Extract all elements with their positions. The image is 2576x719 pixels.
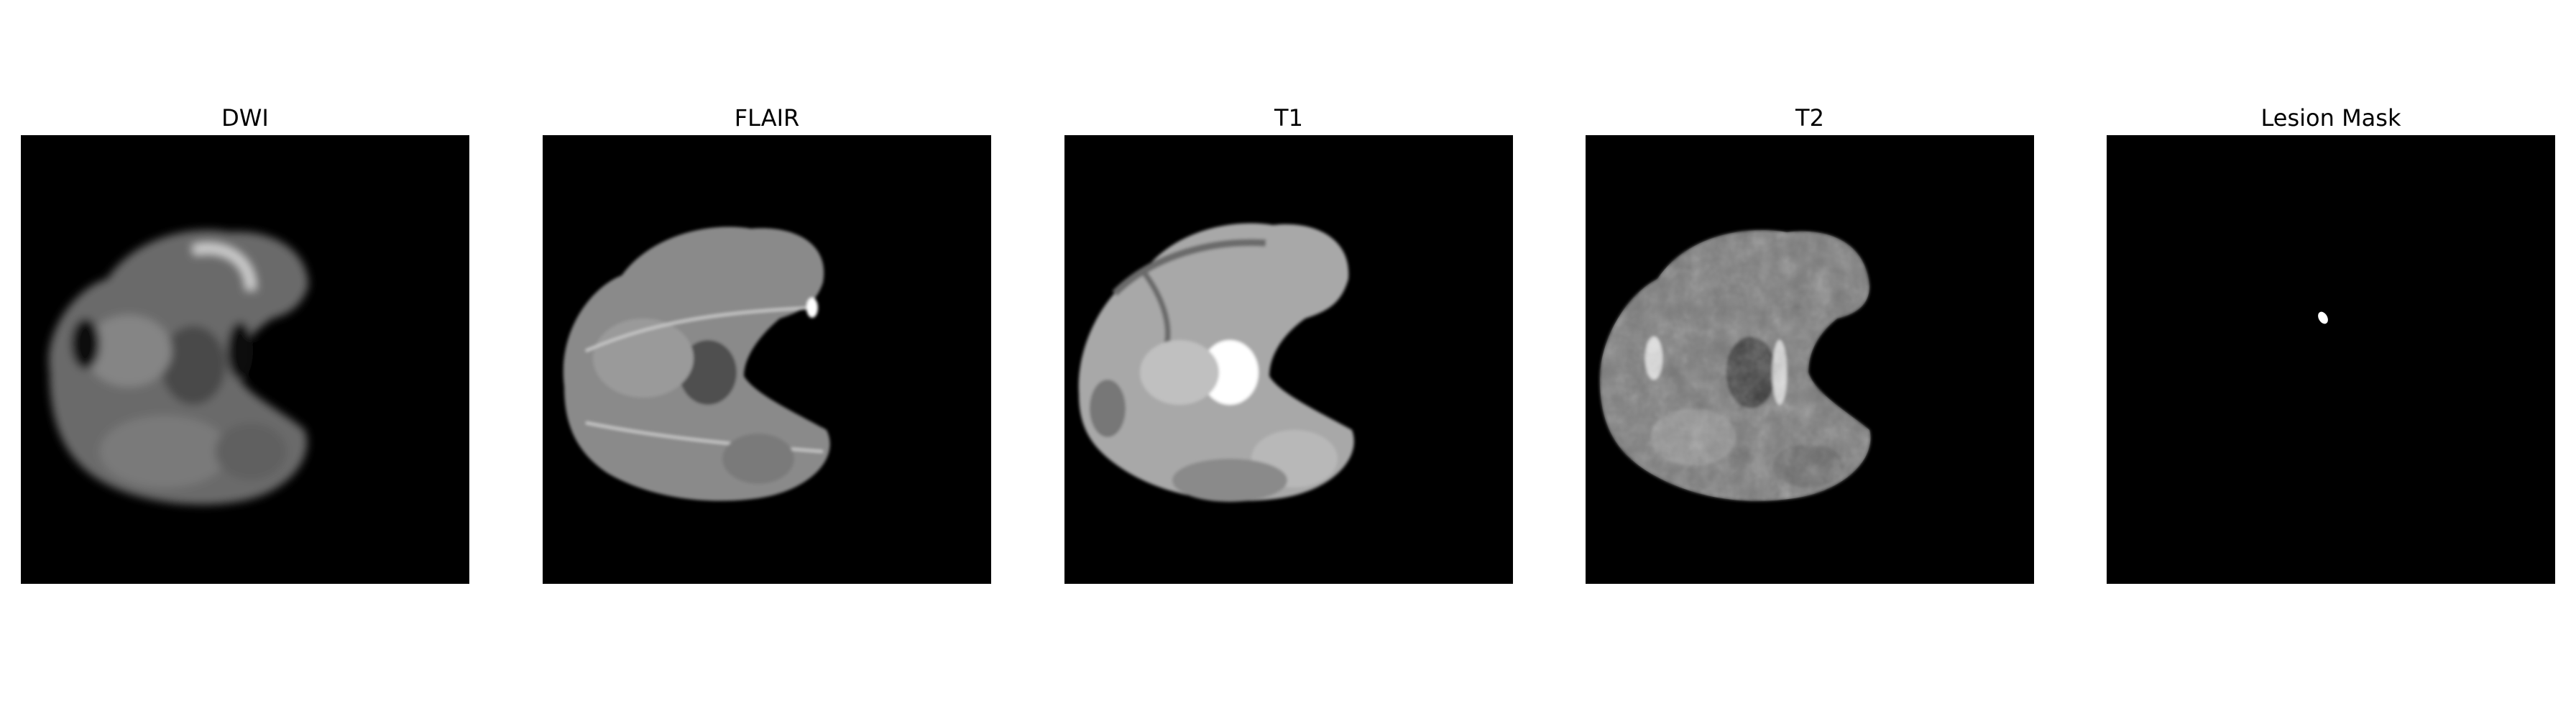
- panel-title: Lesion Mask: [2260, 104, 2401, 132]
- lesion-mask-image: [2107, 135, 2555, 584]
- mri-image-t2: [1586, 135, 2034, 584]
- mri-image-flair: [543, 135, 991, 584]
- lesion-spot: [2318, 311, 2328, 324]
- panel-title: T1: [1274, 104, 1303, 132]
- panel-title: DWI: [221, 104, 269, 132]
- panel-t1: T1: [1064, 101, 1513, 584]
- panel-t2: T2: [1586, 101, 2034, 584]
- mri-image-t1: [1064, 135, 1513, 584]
- panel-title: FLAIR: [734, 104, 800, 132]
- panel-title: T2: [1795, 104, 1824, 132]
- panel-dwi: DWI: [21, 101, 469, 584]
- panel-lesion-mask: Lesion Mask: [2107, 101, 2555, 584]
- panel-flair: FLAIR: [543, 101, 991, 584]
- mri-image-dwi: [21, 135, 469, 584]
